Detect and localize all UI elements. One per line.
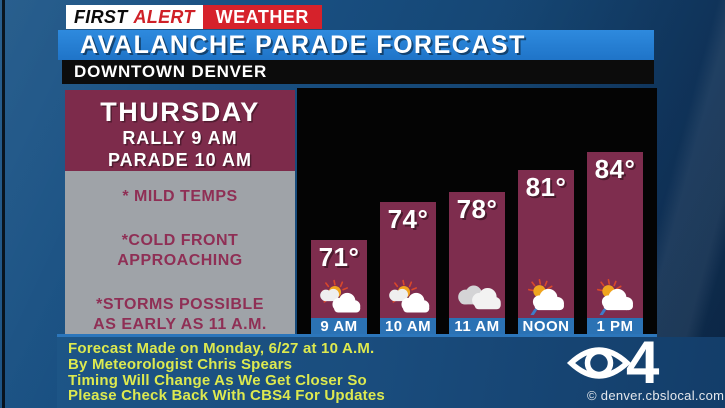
time-label: 1 PM bbox=[587, 318, 643, 336]
rally-time: RALLY 9 AM bbox=[122, 128, 238, 148]
event-schedule: THURSDAY RALLY 9 AM PARADE 10 AM bbox=[65, 90, 295, 171]
sun-cloud-rain-icon bbox=[590, 279, 640, 315]
temperature-bar: 71° bbox=[311, 240, 367, 318]
temperature-bar: 81° bbox=[518, 170, 574, 318]
cbs-eye-icon bbox=[566, 347, 632, 379]
left-edge-line bbox=[2, 0, 5, 408]
sun-cloud-rain-icon bbox=[521, 279, 571, 315]
note-mild-temps: * MILD TEMPS bbox=[122, 188, 238, 205]
temperature-label: 81° bbox=[525, 172, 567, 202]
station-url: © denver.cbslocal.com bbox=[587, 388, 725, 403]
event-day: THURSDAY bbox=[100, 97, 260, 127]
disclaimer-line: Forecast Made on Monday, 6/27 at 10 A.M. bbox=[68, 340, 375, 357]
cbs4-station-logo: 4 bbox=[566, 329, 660, 396]
forecast-column: 74° 10 AM bbox=[380, 202, 436, 336]
disclaimer-line: Please Check Back With CBS4 For Updates bbox=[68, 387, 385, 405]
disclaimer-line: Timing Will Change As We Get Closer So bbox=[68, 371, 367, 389]
forecast-disclaimer: Forecast Made on Monday, 6/27 at 10 A.M.… bbox=[68, 341, 385, 404]
event-info-panel: THURSDAY RALLY 9 AM PARADE 10 AM * MILD … bbox=[65, 90, 295, 359]
temperature-bar: 78° bbox=[449, 192, 505, 318]
temperature-label: 74° bbox=[387, 204, 429, 234]
temperature-label: 84° bbox=[594, 154, 636, 184]
hourly-temperature-bar-chart: 71° 9 AM 74° 10 AM 78° bbox=[297, 88, 657, 336]
sun-clouds-icon bbox=[314, 279, 364, 315]
sun-clouds-icon bbox=[383, 279, 433, 315]
brand-alert-label: ALERT bbox=[133, 6, 195, 27]
temperature-label: 71° bbox=[318, 242, 360, 272]
first-alert-weather-logo: FIRST ALERT WEATHER bbox=[66, 5, 322, 29]
time-label: 10 AM bbox=[380, 318, 436, 336]
temperature-bar: 74° bbox=[380, 202, 436, 318]
parade-time: PARADE 10 AM bbox=[107, 150, 253, 170]
clouds-icon bbox=[452, 279, 502, 315]
temperature-bar: 84° bbox=[587, 152, 643, 318]
note-cold-front: *COLD FRONT APPROACHING bbox=[117, 232, 243, 269]
note-storms: *STORMS POSSIBLE AS EARLY AS 11 A.M. bbox=[93, 296, 267, 333]
page-title: AVALANCHE PARADE FORECAST bbox=[58, 30, 654, 60]
forecast-column: 71° 9 AM bbox=[311, 240, 367, 336]
temperature-label: 78° bbox=[456, 194, 498, 224]
forecast-column: 81° NOON bbox=[518, 170, 574, 336]
station-number: 4 bbox=[626, 329, 660, 396]
forecast-notes: * MILD TEMPS *COLD FRONT APPROACHING *ST… bbox=[65, 171, 295, 359]
disclaimer-line: By Meteorologist Chris Spears bbox=[68, 355, 293, 373]
location-subtitle: DOWNTOWN DENVER bbox=[62, 60, 654, 84]
forecast-column: 84° 1 PM bbox=[587, 152, 643, 336]
content-bottom-edge bbox=[57, 334, 657, 339]
time-label: NOON bbox=[518, 318, 574, 336]
brand-first-label: FIRST bbox=[74, 6, 128, 27]
forecast-column: 78° 11 AM bbox=[449, 192, 505, 336]
time-label: 9 AM bbox=[311, 318, 367, 336]
brand-weather-label: WEATHER bbox=[202, 5, 322, 29]
time-label: 11 AM bbox=[449, 318, 505, 336]
first-alert-badge: FIRST ALERT bbox=[66, 5, 203, 29]
